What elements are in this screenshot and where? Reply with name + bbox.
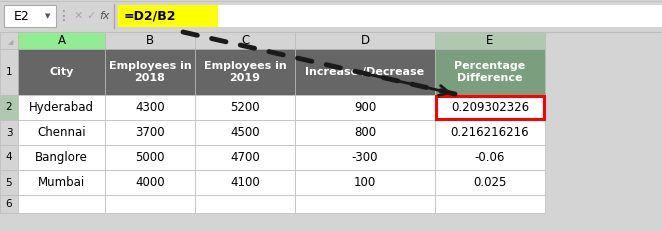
- Text: A: A: [58, 34, 66, 47]
- Text: 0.216216216: 0.216216216: [451, 126, 530, 139]
- Text: 2: 2: [6, 103, 13, 112]
- Text: 900: 900: [354, 101, 376, 114]
- Bar: [105, 195, 195, 213]
- Bar: [0, 0, 662, 32]
- Text: 0.025: 0.025: [473, 176, 506, 189]
- Text: ▼: ▼: [45, 13, 51, 19]
- Text: Increase /Decrease: Increase /Decrease: [305, 67, 424, 77]
- Bar: [435, 145, 545, 170]
- Bar: [118, 5, 218, 27]
- Bar: [295, 145, 435, 170]
- Text: ⋮: ⋮: [57, 9, 71, 23]
- Text: Banglore: Banglore: [35, 151, 88, 164]
- Bar: [18, 145, 105, 170]
- Bar: [18, 32, 105, 49]
- Text: 1: 1: [6, 67, 13, 77]
- Bar: [435, 95, 545, 120]
- Bar: [435, 49, 545, 95]
- Text: 4300: 4300: [135, 101, 165, 114]
- Text: 4000: 4000: [135, 176, 165, 189]
- Text: Chennai: Chennai: [37, 126, 86, 139]
- Bar: [18, 170, 105, 195]
- Text: 6: 6: [6, 199, 13, 209]
- Bar: [435, 32, 545, 49]
- Bar: [195, 195, 295, 213]
- Bar: [295, 170, 435, 195]
- Bar: [18, 49, 105, 95]
- Bar: [18, 120, 105, 145]
- Text: Percentage
Difference: Percentage Difference: [454, 61, 526, 83]
- Text: 100: 100: [354, 176, 376, 189]
- Text: Employees in
2019: Employees in 2019: [204, 61, 287, 83]
- Bar: [105, 170, 195, 195]
- Text: 4500: 4500: [230, 126, 260, 139]
- Bar: [195, 145, 295, 170]
- Text: 800: 800: [354, 126, 376, 139]
- Text: ◢: ◢: [8, 39, 13, 45]
- Text: -0.06: -0.06: [475, 151, 505, 164]
- Bar: [0, 32, 18, 49]
- Text: Mumbai: Mumbai: [38, 176, 85, 189]
- Bar: [435, 120, 545, 145]
- Bar: [295, 49, 435, 95]
- Text: Hyderabad: Hyderabad: [29, 101, 94, 114]
- Bar: [195, 32, 295, 49]
- Text: 5000: 5000: [135, 151, 165, 164]
- Text: C: C: [241, 34, 249, 47]
- Text: 4: 4: [6, 152, 13, 162]
- Bar: [18, 95, 105, 120]
- Text: Employees in
2018: Employees in 2018: [109, 61, 191, 83]
- Bar: [0, 195, 18, 213]
- Bar: [295, 195, 435, 213]
- Text: E: E: [487, 34, 494, 47]
- Text: D: D: [360, 34, 369, 47]
- Bar: [435, 170, 545, 195]
- Bar: [436, 96, 544, 119]
- Bar: [218, 5, 662, 27]
- Text: 4100: 4100: [230, 176, 260, 189]
- Text: fx: fx: [100, 11, 111, 21]
- Text: 3: 3: [6, 128, 13, 137]
- Bar: [0, 120, 18, 145]
- Bar: [195, 49, 295, 95]
- Text: City: City: [49, 67, 73, 77]
- Bar: [295, 32, 435, 49]
- Bar: [105, 32, 195, 49]
- Bar: [195, 170, 295, 195]
- Text: ✕: ✕: [73, 11, 83, 21]
- Text: 5: 5: [6, 177, 13, 188]
- Text: B: B: [146, 34, 154, 47]
- Bar: [105, 145, 195, 170]
- Bar: [105, 49, 195, 95]
- Bar: [18, 195, 105, 213]
- Bar: [4, 5, 56, 27]
- Text: -300: -300: [352, 151, 378, 164]
- Bar: [105, 95, 195, 120]
- Text: 5200: 5200: [230, 101, 260, 114]
- Text: =D2/B2: =D2/B2: [124, 9, 177, 22]
- Text: 3700: 3700: [135, 126, 165, 139]
- Bar: [295, 95, 435, 120]
- Text: E2: E2: [14, 9, 30, 22]
- Text: 4700: 4700: [230, 151, 260, 164]
- Bar: [435, 195, 545, 213]
- Bar: [0, 145, 18, 170]
- Text: 0.209302326: 0.209302326: [451, 101, 529, 114]
- Bar: [195, 120, 295, 145]
- Bar: [0, 170, 18, 195]
- Bar: [195, 95, 295, 120]
- Bar: [0, 49, 18, 95]
- Bar: [0, 95, 18, 120]
- Bar: [295, 120, 435, 145]
- Bar: [105, 120, 195, 145]
- Text: ✓: ✓: [86, 11, 96, 21]
